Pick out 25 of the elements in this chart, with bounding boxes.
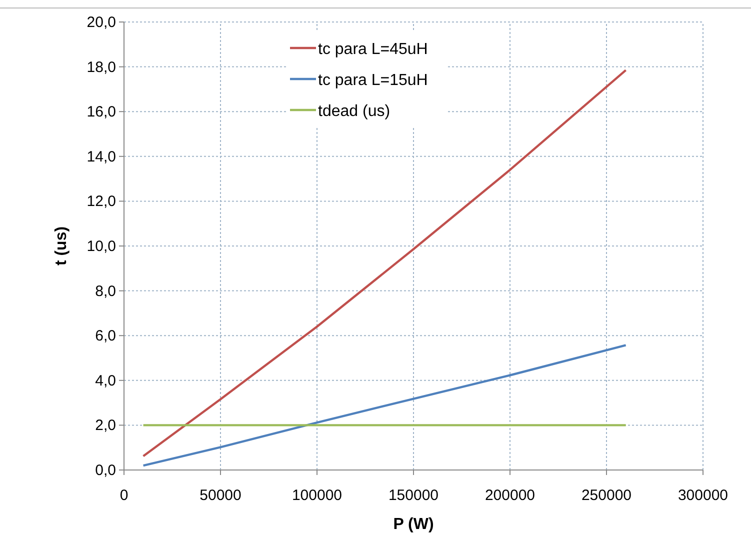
x-tick-label: 200000 [484,487,536,504]
x-tick-label: 0 [120,487,128,504]
legend-label: tc para L=15uH [318,72,428,89]
y-tick-label: 0,0 [95,462,116,479]
y-tick-label: 18,0 [86,58,116,76]
y-tick-label: 20,0 [86,14,116,31]
x-tick-label: 50000 [200,487,242,504]
y-tick-label: 12,0 [86,193,116,210]
line-series [142,69,627,458]
line-series [142,344,627,467]
y-tick-label: 10,0 [86,238,116,255]
x-tick-label: 150000 [388,487,439,504]
y-tick-label: 4,0 [95,372,116,390]
y-axis-title: t (us) [53,226,70,266]
x-tick-label: 300000 [678,487,728,504]
x-axis-title: P (W) [393,516,434,533]
y-tick-label: 8,0 [95,282,116,300]
y-tick-label: 14,0 [86,148,116,166]
x-tick-label: 250000 [581,487,632,504]
x-tick-label: 100000 [292,487,342,504]
legend-label: tc para L=45uH [318,41,428,58]
y-tick-label: 16,0 [86,104,116,121]
y-tick-label: 2,0 [95,417,116,434]
y-tick-label: 6,0 [95,328,116,345]
legend-label: tdead (us) [318,103,390,120]
